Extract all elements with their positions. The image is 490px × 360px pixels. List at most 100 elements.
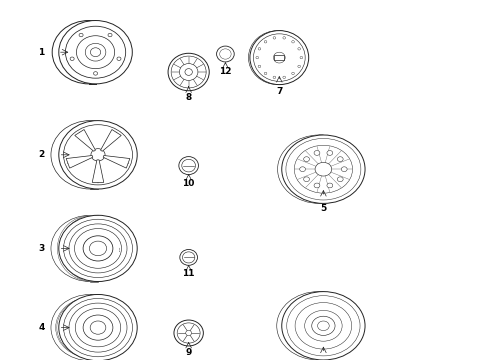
Ellipse shape <box>74 229 122 268</box>
Ellipse shape <box>337 177 343 182</box>
Ellipse shape <box>273 76 276 78</box>
Ellipse shape <box>318 321 329 330</box>
Text: 12: 12 <box>219 68 232 77</box>
Ellipse shape <box>64 125 132 185</box>
Ellipse shape <box>57 297 129 358</box>
Ellipse shape <box>62 215 123 282</box>
Polygon shape <box>100 130 121 151</box>
Ellipse shape <box>108 33 112 37</box>
Ellipse shape <box>277 135 361 203</box>
Ellipse shape <box>56 297 128 358</box>
Ellipse shape <box>57 215 126 282</box>
Ellipse shape <box>312 316 335 336</box>
Text: 7: 7 <box>276 87 283 96</box>
Text: 10: 10 <box>182 179 195 188</box>
Ellipse shape <box>298 48 300 50</box>
Ellipse shape <box>179 64 198 80</box>
Ellipse shape <box>327 150 333 155</box>
Ellipse shape <box>83 315 113 340</box>
Ellipse shape <box>314 183 320 188</box>
Ellipse shape <box>174 320 203 346</box>
Text: 3: 3 <box>39 244 45 253</box>
Ellipse shape <box>64 219 132 278</box>
Ellipse shape <box>304 157 310 162</box>
Ellipse shape <box>253 34 305 81</box>
Ellipse shape <box>52 21 125 84</box>
Ellipse shape <box>64 298 132 357</box>
Ellipse shape <box>327 183 333 188</box>
Ellipse shape <box>282 292 365 360</box>
Ellipse shape <box>258 48 261 50</box>
Text: 9: 9 <box>185 348 192 356</box>
Ellipse shape <box>90 48 101 57</box>
Text: 1: 1 <box>39 48 45 57</box>
Ellipse shape <box>85 43 106 61</box>
Ellipse shape <box>180 249 197 265</box>
Ellipse shape <box>283 76 286 78</box>
Ellipse shape <box>179 157 198 175</box>
Ellipse shape <box>273 52 285 63</box>
Ellipse shape <box>182 252 195 263</box>
Ellipse shape <box>277 292 360 360</box>
Ellipse shape <box>171 56 206 88</box>
Ellipse shape <box>91 149 105 161</box>
Ellipse shape <box>59 294 137 360</box>
Ellipse shape <box>59 121 137 189</box>
Ellipse shape <box>66 26 125 78</box>
Ellipse shape <box>59 215 137 282</box>
Text: 5: 5 <box>320 204 326 213</box>
Ellipse shape <box>186 330 192 336</box>
Ellipse shape <box>51 294 129 360</box>
Text: P195: P195 <box>120 246 121 251</box>
Ellipse shape <box>264 72 267 75</box>
Text: 11: 11 <box>182 269 195 278</box>
Polygon shape <box>103 156 130 168</box>
Ellipse shape <box>76 36 115 69</box>
Polygon shape <box>66 156 93 168</box>
Ellipse shape <box>256 57 259 59</box>
Ellipse shape <box>185 69 193 75</box>
Ellipse shape <box>83 236 113 261</box>
Ellipse shape <box>168 53 209 91</box>
Ellipse shape <box>75 309 121 347</box>
Ellipse shape <box>273 37 276 39</box>
Ellipse shape <box>90 321 106 334</box>
Ellipse shape <box>300 57 303 59</box>
Ellipse shape <box>258 65 261 68</box>
Ellipse shape <box>305 310 342 341</box>
Ellipse shape <box>248 31 307 85</box>
Ellipse shape <box>337 157 343 162</box>
Ellipse shape <box>342 167 347 172</box>
Ellipse shape <box>292 72 294 75</box>
Ellipse shape <box>282 135 365 203</box>
Ellipse shape <box>89 241 107 256</box>
Ellipse shape <box>250 31 309 85</box>
Ellipse shape <box>177 323 200 343</box>
Ellipse shape <box>70 57 74 60</box>
Ellipse shape <box>300 167 305 172</box>
Bar <box>274 55 284 60</box>
Ellipse shape <box>51 121 129 189</box>
Text: 2: 2 <box>39 150 45 159</box>
Ellipse shape <box>314 150 320 155</box>
Polygon shape <box>75 130 96 151</box>
Polygon shape <box>92 160 104 183</box>
Ellipse shape <box>69 224 127 273</box>
Text: 8: 8 <box>186 93 192 102</box>
Ellipse shape <box>304 177 310 182</box>
Ellipse shape <box>287 296 360 356</box>
Ellipse shape <box>264 41 267 43</box>
Ellipse shape <box>283 37 286 39</box>
Ellipse shape <box>79 33 83 37</box>
Text: 4: 4 <box>38 323 45 332</box>
Ellipse shape <box>94 72 98 75</box>
Ellipse shape <box>294 145 353 193</box>
Ellipse shape <box>220 49 231 59</box>
Ellipse shape <box>117 57 121 60</box>
Ellipse shape <box>182 159 196 172</box>
Ellipse shape <box>69 303 127 352</box>
Ellipse shape <box>298 65 300 68</box>
Ellipse shape <box>51 215 129 282</box>
Ellipse shape <box>315 162 332 176</box>
Ellipse shape <box>295 302 352 349</box>
